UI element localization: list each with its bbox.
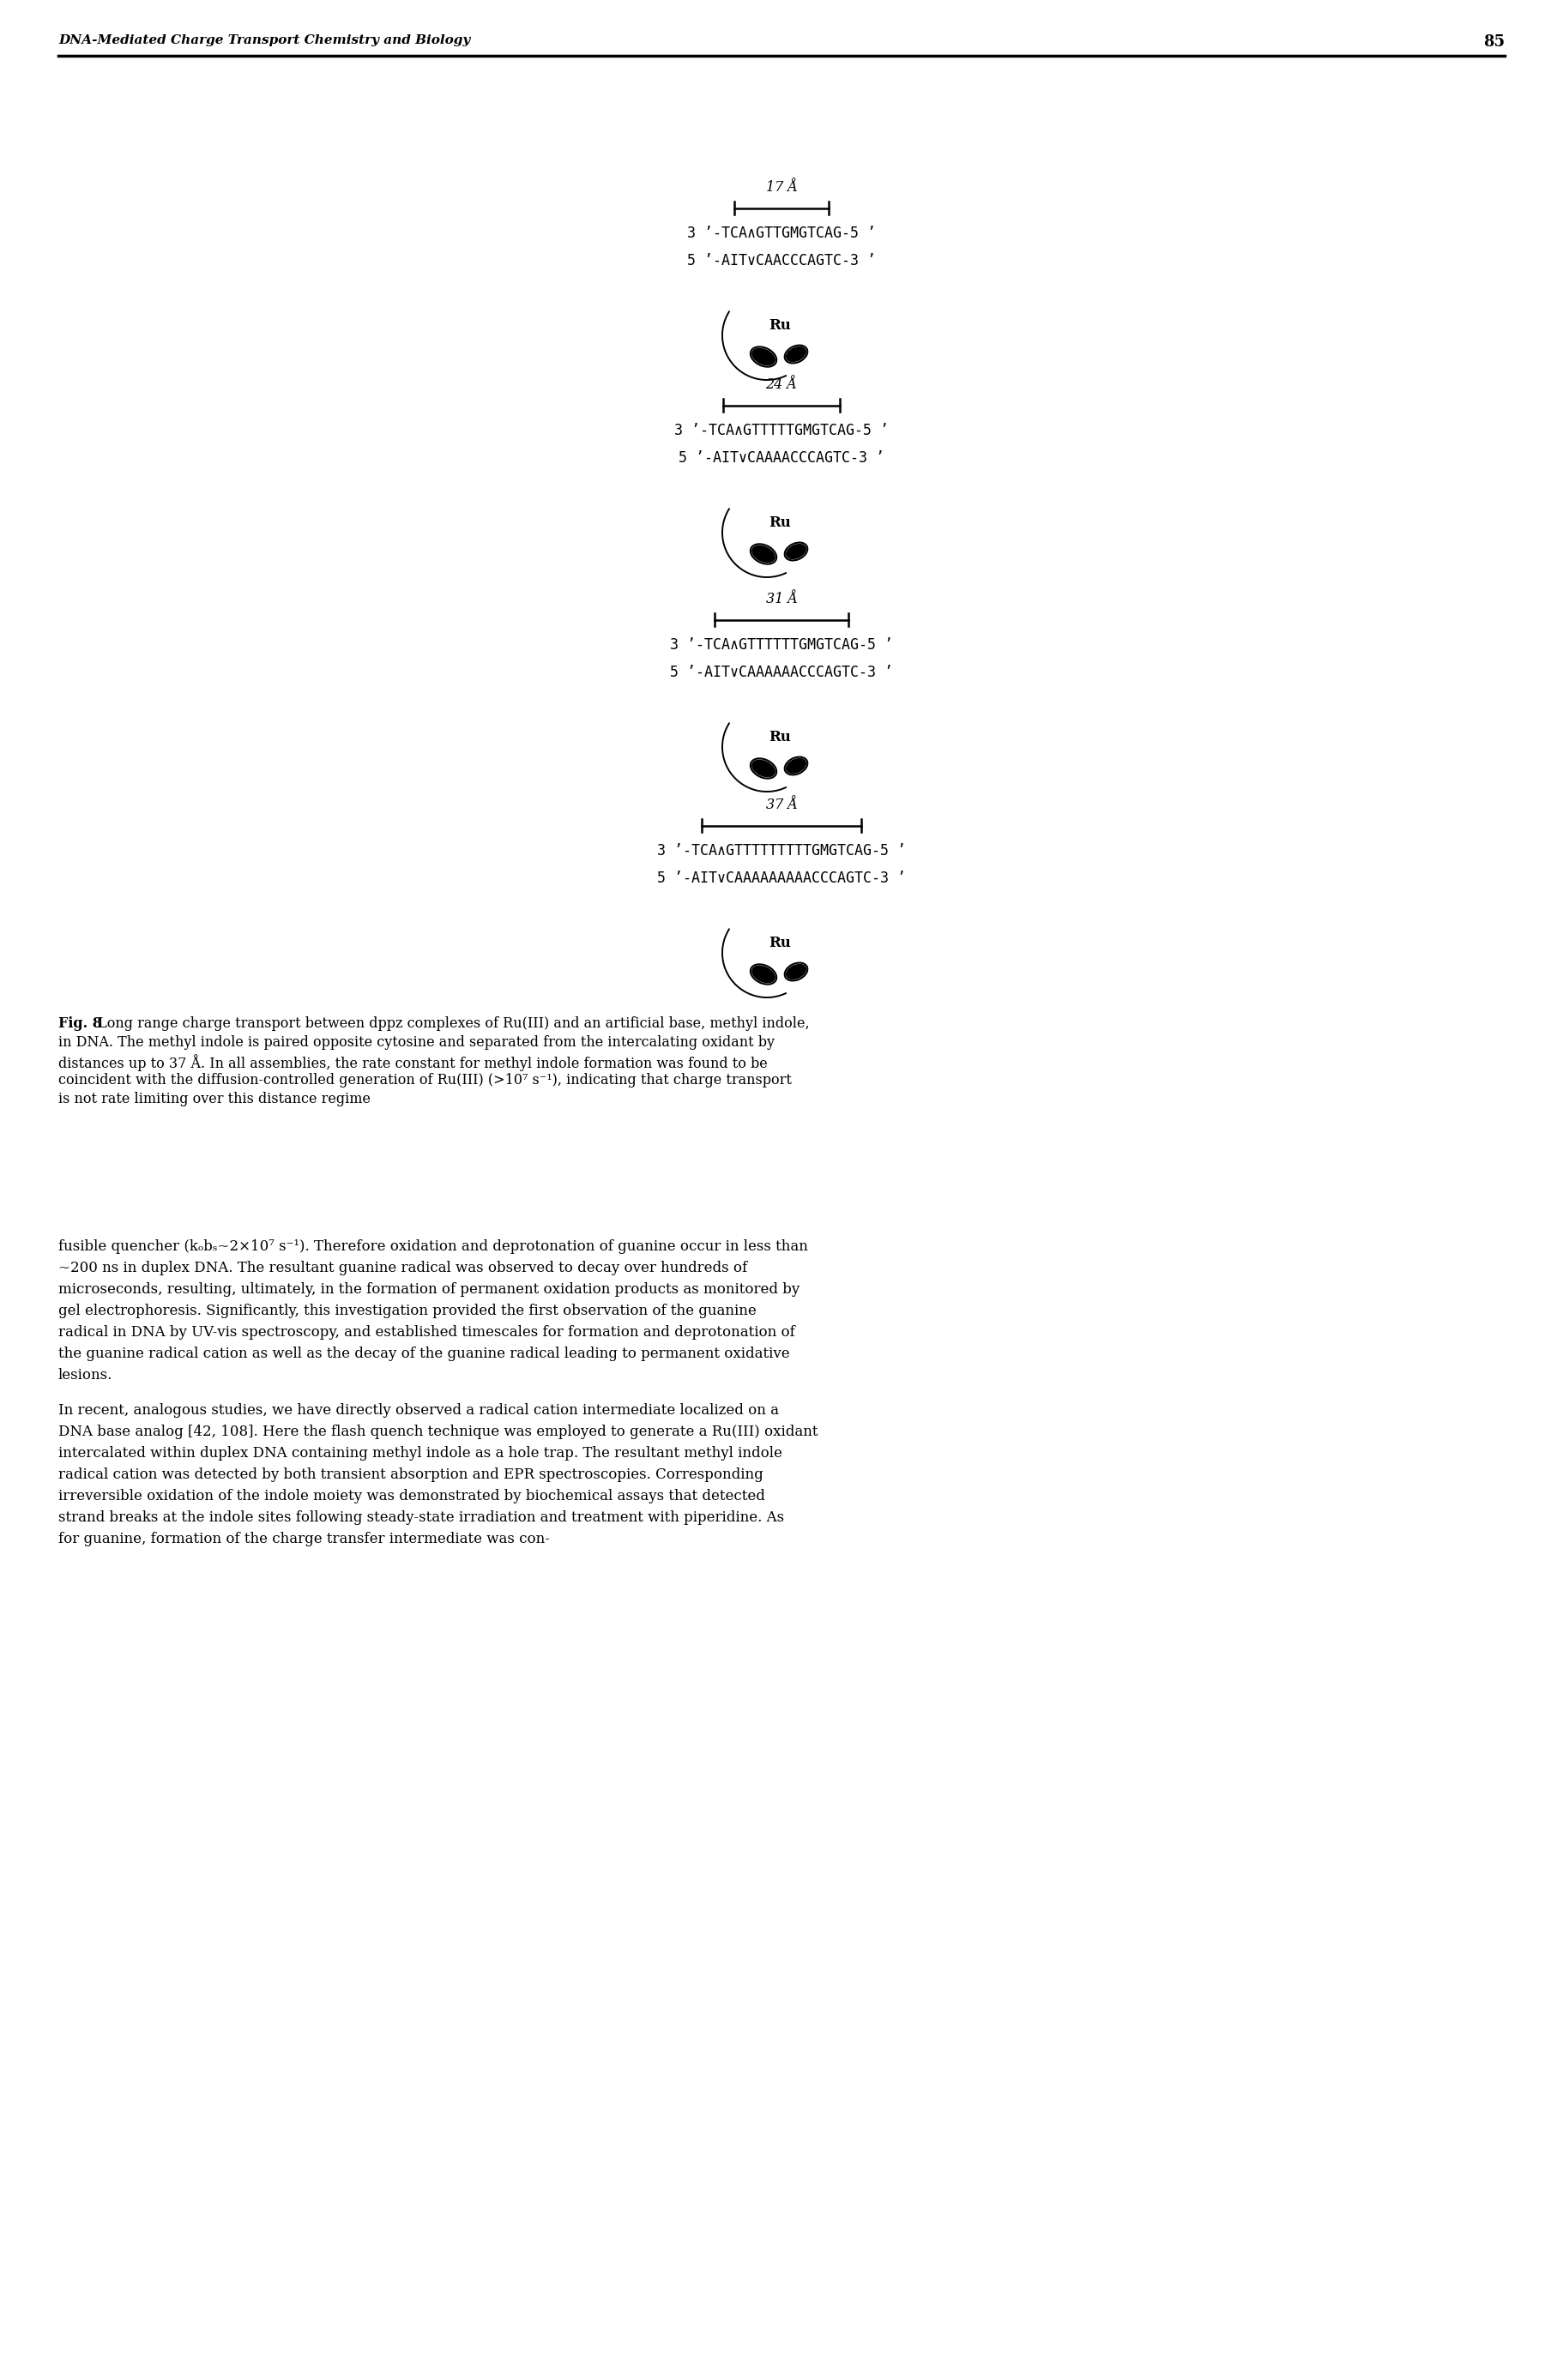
Text: radical cation was detected by both transient absorption and EPR spectroscopies.: radical cation was detected by both tran… bbox=[58, 1468, 763, 1483]
Text: distances up to 37 Å. In all assemblies, the rate constant for methyl indole for: distances up to 37 Å. In all assemblies,… bbox=[58, 1054, 767, 1071]
Ellipse shape bbox=[752, 759, 775, 776]
Text: 85: 85 bbox=[1483, 33, 1505, 50]
Text: coincident with the diffusion-controlled generation of Ru(III) (>10⁷ s⁻¹), indic: coincident with the diffusion-controlled… bbox=[58, 1073, 792, 1088]
Ellipse shape bbox=[752, 347, 775, 364]
Text: Ru: Ru bbox=[769, 935, 791, 950]
Text: 17 Å: 17 Å bbox=[766, 181, 797, 195]
Ellipse shape bbox=[786, 759, 807, 774]
Text: intercalated within duplex DNA containing methyl indole as a hole trap. The resu: intercalated within duplex DNA containin… bbox=[58, 1447, 782, 1461]
Text: 3 ’-TCA∧GTTTTTTGMGTCAG-5 ’: 3 ’-TCA∧GTTTTTTGMGTCAG-5 ’ bbox=[671, 638, 892, 652]
Text: is not rate limiting over this distance regime: is not rate limiting over this distance … bbox=[58, 1092, 370, 1107]
Text: DNA-Mediated Charge Transport Chemistry and Biology: DNA-Mediated Charge Transport Chemistry … bbox=[58, 33, 470, 45]
Ellipse shape bbox=[752, 966, 775, 983]
Text: Ru: Ru bbox=[769, 728, 791, 745]
Text: gel electrophoresis. Significantly, this investigation provided the first observ: gel electrophoresis. Significantly, this… bbox=[58, 1304, 756, 1319]
Text: microseconds, resulting, ultimately, in the formation of permanent oxidation pro: microseconds, resulting, ultimately, in … bbox=[58, 1283, 800, 1297]
Text: ~200 ns in duplex DNA. The resultant guanine radical was observed to decay over : ~200 ns in duplex DNA. The resultant gua… bbox=[58, 1261, 747, 1276]
Text: strand breaks at the indole sites following steady-state irradiation and treatme: strand breaks at the indole sites follow… bbox=[58, 1511, 785, 1526]
Ellipse shape bbox=[752, 545, 775, 562]
Text: 5 ’-AIT∨CAAAAAACCCAGTC-3 ’: 5 ’-AIT∨CAAAAAACCCAGTC-3 ’ bbox=[671, 664, 892, 681]
Text: 3 ’-TCA∧GTTTTTGMGTCAG-5 ’: 3 ’-TCA∧GTTTTTGMGTCAG-5 ’ bbox=[674, 424, 889, 438]
Ellipse shape bbox=[786, 545, 807, 559]
Text: In recent, analogous studies, we have directly observed a radical cation interme: In recent, analogous studies, we have di… bbox=[58, 1404, 778, 1418]
Text: lesions.: lesions. bbox=[58, 1368, 113, 1383]
Text: for guanine, formation of the charge transfer intermediate was con-: for guanine, formation of the charge tra… bbox=[58, 1533, 550, 1547]
Text: 37 Å: 37 Å bbox=[766, 797, 797, 812]
Text: 31 Å: 31 Å bbox=[766, 593, 797, 607]
Text: radical in DNA by UV-vis spectroscopy, and established timescales for formation : radical in DNA by UV-vis spectroscopy, a… bbox=[58, 1326, 796, 1340]
Text: 5 ’-AIT∨CAACCCAGTC-3 ’: 5 ’-AIT∨CAACCCAGTC-3 ’ bbox=[688, 252, 875, 269]
Text: 24 Å: 24 Å bbox=[766, 378, 797, 393]
Text: Fig. 8: Fig. 8 bbox=[58, 1016, 102, 1031]
Text: 5 ’-AIT∨CAAAACCCAGTC-3 ’: 5 ’-AIT∨CAAAACCCAGTC-3 ’ bbox=[678, 450, 885, 466]
Text: 3 ’-TCA∧GTTTTTTTTTGMGTCAG-5 ’: 3 ’-TCA∧GTTTTTTTTTGMGTCAG-5 ’ bbox=[656, 843, 907, 859]
Text: 3 ’-TCA∧GTTGMGTCAG-5 ’: 3 ’-TCA∧GTTGMGTCAG-5 ’ bbox=[688, 226, 875, 240]
Ellipse shape bbox=[786, 964, 807, 978]
Text: irreversible oxidation of the indole moiety was demonstrated by biochemical assa: irreversible oxidation of the indole moi… bbox=[58, 1490, 766, 1504]
Text: Ru: Ru bbox=[769, 514, 791, 531]
Text: in DNA. The methyl indole is paired opposite cytosine and separated from the int: in DNA. The methyl indole is paired oppo… bbox=[58, 1035, 775, 1050]
Text: the guanine radical cation as well as the decay of the guanine radical leading t: the guanine radical cation as well as th… bbox=[58, 1347, 789, 1361]
Text: Ru: Ru bbox=[769, 319, 791, 333]
Text: Long range charge transport between dppz complexes of Ru(III) and an artificial : Long range charge transport between dppz… bbox=[94, 1016, 810, 1031]
Text: DNA base analog [42, 108]. Here the flash quench technique was employed to gener: DNA base analog [42, 108]. Here the flas… bbox=[58, 1426, 817, 1440]
Ellipse shape bbox=[786, 347, 807, 362]
Text: 5 ’-AIT∨CAAAAAAAAACCCAGTC-3 ’: 5 ’-AIT∨CAAAAAAAAACCCAGTC-3 ’ bbox=[656, 871, 907, 885]
Text: fusible quencher (kₒbₛ~2×10⁷ s⁻¹). Therefore oxidation and deprotonation of guan: fusible quencher (kₒbₛ~2×10⁷ s⁻¹). There… bbox=[58, 1240, 808, 1254]
